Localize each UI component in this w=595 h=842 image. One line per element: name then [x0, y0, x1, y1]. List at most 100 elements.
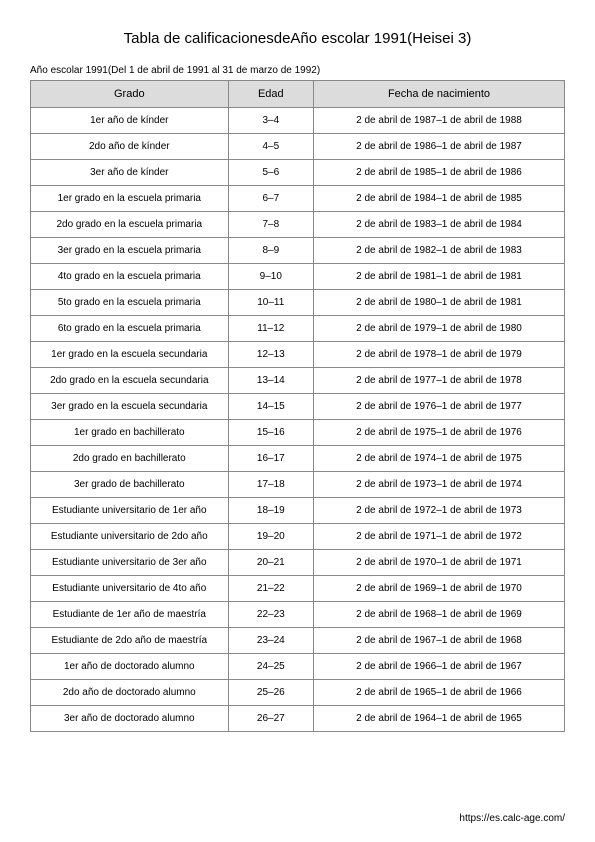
- page-subtitle: Año escolar 1991(Del 1 de abril de 1991 …: [30, 65, 565, 76]
- cell-birthdate: 2 de abril de 1972–1 de abril de 1973: [314, 498, 565, 524]
- cell-grade: 3er grado en la escuela secundaria: [31, 394, 229, 420]
- cell-grade: 2do grado en la escuela primaria: [31, 212, 229, 238]
- footer-url: https://es.calc-age.com/: [459, 813, 565, 824]
- cell-birthdate: 2 de abril de 1969–1 de abril de 1970: [314, 576, 565, 602]
- cell-grade: Estudiante universitario de 3er año: [31, 550, 229, 576]
- cell-birthdate: 2 de abril de 1981–1 de abril de 1981: [314, 264, 565, 290]
- table-row: Estudiante universitario de 4to año21–22…: [31, 576, 565, 602]
- col-header-grade: Grado: [31, 81, 229, 108]
- table-row: 2do grado en bachillerato16–172 de abril…: [31, 446, 565, 472]
- cell-age: 25–26: [228, 680, 313, 706]
- table-row: 4to grado en la escuela primaria9–102 de…: [31, 264, 565, 290]
- cell-birthdate: 2 de abril de 1975–1 de abril de 1976: [314, 420, 565, 446]
- page-title: Tabla de calificacionesdeAño escolar 199…: [30, 30, 565, 47]
- cell-grade: 3er grado de bachillerato: [31, 472, 229, 498]
- table-row: Estudiante de 1er año de maestría22–232 …: [31, 602, 565, 628]
- table-row: 3er grado en la escuela secundaria14–152…: [31, 394, 565, 420]
- table-row: Estudiante universitario de 2do año19–20…: [31, 524, 565, 550]
- cell-age: 18–19: [228, 498, 313, 524]
- cell-birthdate: 2 de abril de 1985–1 de abril de 1986: [314, 160, 565, 186]
- cell-grade: 1er grado en la escuela secundaria: [31, 342, 229, 368]
- cell-age: 10–11: [228, 290, 313, 316]
- cell-age: 13–14: [228, 368, 313, 394]
- cell-birthdate: 2 de abril de 1980–1 de abril de 1981: [314, 290, 565, 316]
- cell-birthdate: 2 de abril de 1977–1 de abril de 1978: [314, 368, 565, 394]
- cell-birthdate: 2 de abril de 1987–1 de abril de 1988: [314, 108, 565, 134]
- cell-grade: 3er grado en la escuela primaria: [31, 238, 229, 264]
- cell-grade: 6to grado en la escuela primaria: [31, 316, 229, 342]
- cell-age: 6–7: [228, 186, 313, 212]
- cell-birthdate: 2 de abril de 1973–1 de abril de 1974: [314, 472, 565, 498]
- cell-birthdate: 2 de abril de 1971–1 de abril de 1972: [314, 524, 565, 550]
- table-row: 6to grado en la escuela primaria11–122 d…: [31, 316, 565, 342]
- cell-age: 23–24: [228, 628, 313, 654]
- table-row: 5to grado en la escuela primaria10–112 d…: [31, 290, 565, 316]
- table-row: 2do año de kínder4–52 de abril de 1986–1…: [31, 134, 565, 160]
- cell-birthdate: 2 de abril de 1976–1 de abril de 1977: [314, 394, 565, 420]
- col-header-age: Edad: [228, 81, 313, 108]
- cell-birthdate: 2 de abril de 1986–1 de abril de 1987: [314, 134, 565, 160]
- cell-age: 7–8: [228, 212, 313, 238]
- table-row: 2do año de doctorado alumno25–262 de abr…: [31, 680, 565, 706]
- cell-birthdate: 2 de abril de 1967–1 de abril de 1968: [314, 628, 565, 654]
- table-row: Estudiante universitario de 1er año18–19…: [31, 498, 565, 524]
- cell-birthdate: 2 de abril de 1982–1 de abril de 1983: [314, 238, 565, 264]
- cell-age: 20–21: [228, 550, 313, 576]
- cell-grade: 5to grado en la escuela primaria: [31, 290, 229, 316]
- table-row: Estudiante de 2do año de maestría23–242 …: [31, 628, 565, 654]
- cell-grade: 2do año de doctorado alumno: [31, 680, 229, 706]
- cell-grade: Estudiante universitario de 2do año: [31, 524, 229, 550]
- cell-age: 5–6: [228, 160, 313, 186]
- cell-age: 14–15: [228, 394, 313, 420]
- table-row: 1er año de kínder3–42 de abril de 1987–1…: [31, 108, 565, 134]
- table-row: 1er grado en bachillerato15–162 de abril…: [31, 420, 565, 446]
- cell-birthdate: 2 de abril de 1965–1 de abril de 1966: [314, 680, 565, 706]
- table-row: 2do grado en la escuela secundaria13–142…: [31, 368, 565, 394]
- table-row: Estudiante universitario de 3er año20–21…: [31, 550, 565, 576]
- cell-age: 3–4: [228, 108, 313, 134]
- cell-grade: 1er año de kínder: [31, 108, 229, 134]
- cell-birthdate: 2 de abril de 1978–1 de abril de 1979: [314, 342, 565, 368]
- cell-age: 4–5: [228, 134, 313, 160]
- cell-grade: 1er año de doctorado alumno: [31, 654, 229, 680]
- cell-age: 17–18: [228, 472, 313, 498]
- cell-grade: Estudiante de 2do año de maestría: [31, 628, 229, 654]
- table-header-row: Grado Edad Fecha de nacimiento: [31, 81, 565, 108]
- table-row: 1er grado en la escuela secundaria12–132…: [31, 342, 565, 368]
- cell-grade: 2do año de kínder: [31, 134, 229, 160]
- cell-age: 22–23: [228, 602, 313, 628]
- col-header-birthdate: Fecha de nacimiento: [314, 81, 565, 108]
- cell-grade: Estudiante universitario de 4to año: [31, 576, 229, 602]
- cell-birthdate: 2 de abril de 1966–1 de abril de 1967: [314, 654, 565, 680]
- cell-age: 26–27: [228, 706, 313, 732]
- table-row: 3er grado en la escuela primaria8–92 de …: [31, 238, 565, 264]
- table-row: 3er año de doctorado alumno26–272 de abr…: [31, 706, 565, 732]
- cell-age: 8–9: [228, 238, 313, 264]
- grades-table: Grado Edad Fecha de nacimiento 1er año d…: [30, 80, 565, 732]
- cell-age: 15–16: [228, 420, 313, 446]
- cell-birthdate: 2 de abril de 1970–1 de abril de 1971: [314, 550, 565, 576]
- cell-age: 19–20: [228, 524, 313, 550]
- cell-age: 24–25: [228, 654, 313, 680]
- cell-grade: 2do grado en la escuela secundaria: [31, 368, 229, 394]
- table-row: 1er grado en la escuela primaria6–72 de …: [31, 186, 565, 212]
- cell-birthdate: 2 de abril de 1979–1 de abril de 1980: [314, 316, 565, 342]
- cell-grade: 4to grado en la escuela primaria: [31, 264, 229, 290]
- cell-birthdate: 2 de abril de 1983–1 de abril de 1984: [314, 212, 565, 238]
- cell-grade: 1er grado en la escuela primaria: [31, 186, 229, 212]
- table-row: 3er grado de bachillerato17–182 de abril…: [31, 472, 565, 498]
- cell-birthdate: 2 de abril de 1968–1 de abril de 1969: [314, 602, 565, 628]
- cell-birthdate: 2 de abril de 1974–1 de abril de 1975: [314, 446, 565, 472]
- cell-grade: 1er grado en bachillerato: [31, 420, 229, 446]
- table-row: 3er año de kínder5–62 de abril de 1985–1…: [31, 160, 565, 186]
- cell-grade: Estudiante universitario de 1er año: [31, 498, 229, 524]
- cell-grade: Estudiante de 1er año de maestría: [31, 602, 229, 628]
- cell-age: 11–12: [228, 316, 313, 342]
- cell-birthdate: 2 de abril de 1964–1 de abril de 1965: [314, 706, 565, 732]
- table-row: 1er año de doctorado alumno24–252 de abr…: [31, 654, 565, 680]
- table-row: 2do grado en la escuela primaria7–82 de …: [31, 212, 565, 238]
- cell-age: 16–17: [228, 446, 313, 472]
- cell-birthdate: 2 de abril de 1984–1 de abril de 1985: [314, 186, 565, 212]
- cell-grade: 3er año de kínder: [31, 160, 229, 186]
- cell-grade: 2do grado en bachillerato: [31, 446, 229, 472]
